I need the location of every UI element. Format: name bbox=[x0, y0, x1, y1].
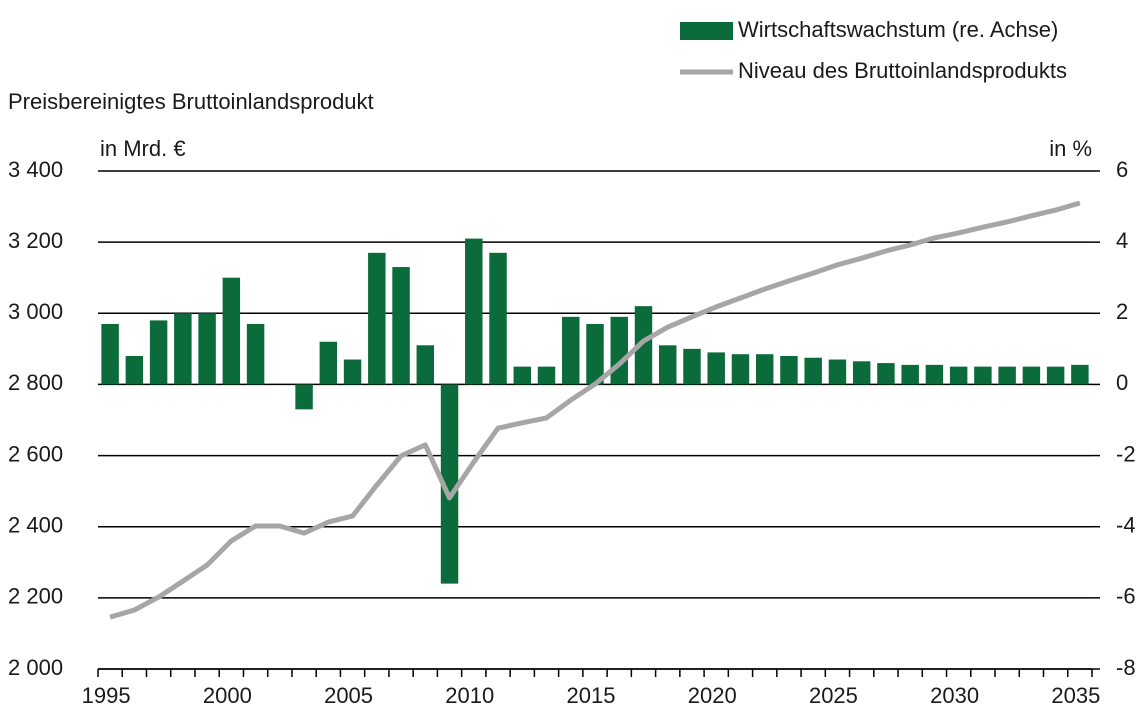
x-tick-label: 1995 bbox=[82, 683, 131, 708]
y2-tick-label: 0 bbox=[1116, 370, 1128, 395]
bar bbox=[513, 366, 531, 385]
x-tick-label: 2005 bbox=[324, 683, 373, 708]
bar bbox=[683, 348, 701, 385]
y-tick-label: 3 000 bbox=[8, 299, 63, 324]
bar bbox=[562, 316, 580, 385]
chart-subtitle: Preisbereinigtes Bruttoinlandsprodukt bbox=[8, 89, 374, 114]
line bbox=[109, 200, 1081, 620]
y-axis-label: in Mrd. € bbox=[100, 136, 186, 161]
bar bbox=[828, 359, 847, 385]
bar bbox=[489, 252, 507, 385]
x-tick-label: 2030 bbox=[930, 683, 979, 708]
bar bbox=[998, 366, 1016, 385]
bar bbox=[804, 357, 822, 385]
y-tick-label: 2 400 bbox=[8, 513, 63, 538]
bar bbox=[852, 361, 871, 385]
bar bbox=[416, 345, 435, 385]
y2-tick-label: -4 bbox=[1116, 513, 1136, 538]
x-tick-label: 2035 bbox=[1051, 683, 1100, 708]
bar bbox=[295, 384, 313, 410]
bar bbox=[610, 316, 628, 385]
y-tick-label: 3 200 bbox=[8, 228, 63, 253]
bar bbox=[174, 313, 192, 385]
legend-label: Wirtschaftswachstum (re. Achse) bbox=[738, 17, 1058, 42]
bar bbox=[925, 364, 944, 385]
x-tick-label: 2015 bbox=[567, 683, 616, 708]
bar bbox=[246, 323, 265, 385]
bar bbox=[125, 355, 144, 385]
bar bbox=[368, 252, 386, 385]
legend-label: Niveau des Bruttoinlandsprodukts bbox=[738, 58, 1067, 83]
bar bbox=[101, 323, 119, 385]
bar bbox=[319, 341, 338, 385]
bar bbox=[731, 354, 750, 385]
x-tick-label: 2000 bbox=[203, 683, 252, 708]
x-tick-label: 2025 bbox=[809, 683, 858, 708]
bar bbox=[392, 267, 410, 385]
bar bbox=[586, 323, 604, 385]
y2-tick-label: -2 bbox=[1116, 441, 1136, 466]
bar bbox=[949, 366, 968, 385]
bar bbox=[755, 354, 774, 385]
bar bbox=[634, 306, 653, 385]
y2-axis-label: in % bbox=[1049, 136, 1092, 161]
y2-tick-label: 4 bbox=[1116, 228, 1128, 253]
y-tick-label: 2 800 bbox=[8, 370, 63, 395]
bar bbox=[974, 366, 992, 385]
bar bbox=[440, 384, 459, 584]
y-tick-label: 2 000 bbox=[8, 655, 63, 680]
legend-swatch bbox=[680, 22, 733, 40]
bar bbox=[1071, 364, 1089, 385]
bar bbox=[877, 363, 895, 385]
bar bbox=[659, 345, 677, 385]
bar bbox=[198, 313, 216, 385]
bar bbox=[343, 359, 362, 385]
x-tick-label: 2020 bbox=[688, 683, 737, 708]
bar bbox=[901, 364, 919, 385]
bar bbox=[780, 355, 798, 385]
y2-tick-label: -6 bbox=[1116, 584, 1136, 609]
y-tick-label: 3 400 bbox=[8, 157, 63, 182]
bar bbox=[537, 366, 556, 385]
bar bbox=[222, 277, 241, 385]
y-tick-label: 2 600 bbox=[8, 441, 63, 466]
bar bbox=[707, 352, 725, 385]
y2-tick-label: 2 bbox=[1116, 299, 1128, 324]
bar bbox=[465, 238, 483, 385]
bar bbox=[1022, 366, 1041, 385]
bar bbox=[149, 320, 168, 385]
y-tick-label: 2 200 bbox=[8, 584, 63, 609]
y2-tick-label: -8 bbox=[1116, 655, 1136, 680]
bar bbox=[1046, 366, 1065, 385]
x-tick-label: 2010 bbox=[445, 683, 494, 708]
y2-tick-label: 6 bbox=[1116, 157, 1128, 182]
